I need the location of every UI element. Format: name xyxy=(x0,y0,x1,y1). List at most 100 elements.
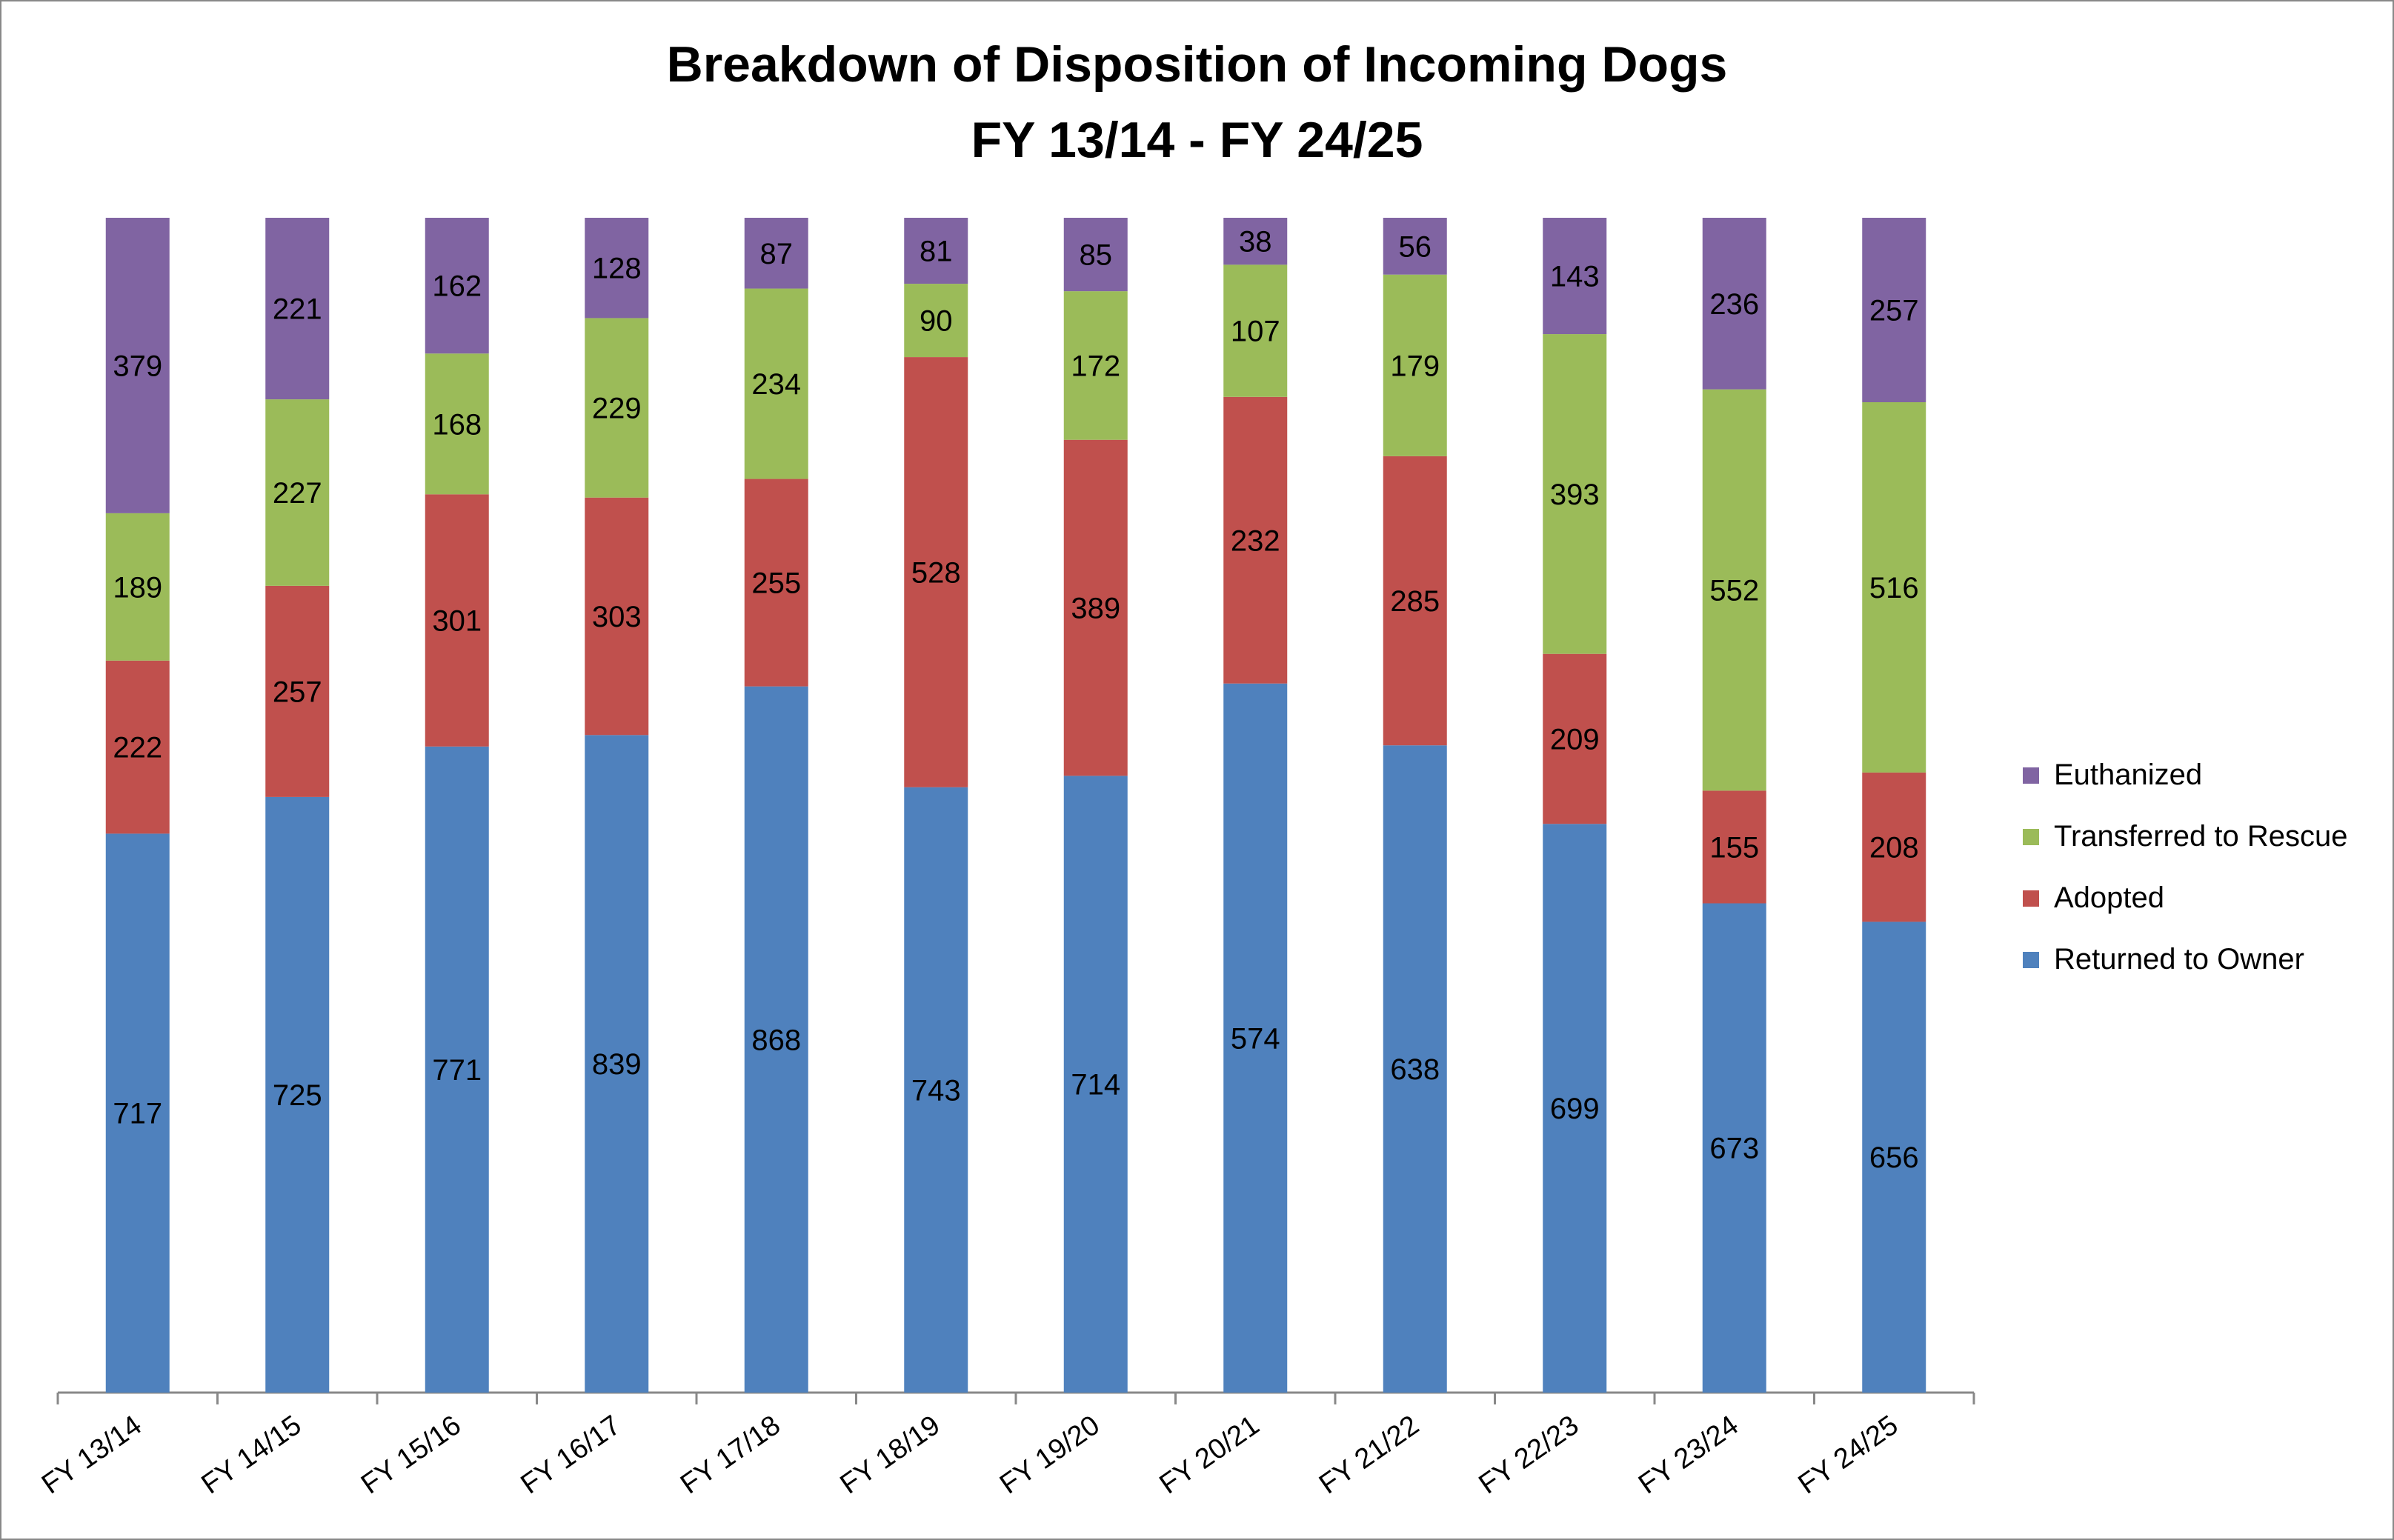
data-label: 221 xyxy=(273,293,322,326)
bar-segment xyxy=(265,399,330,586)
data-label: 90 xyxy=(920,305,953,338)
data-label: 638 xyxy=(1390,1053,1440,1086)
legend-label: Returned to Owner xyxy=(2054,943,2304,976)
data-label: 379 xyxy=(113,350,162,382)
legend-item: Adopted xyxy=(2023,867,2347,929)
bar-segment xyxy=(1383,456,1447,746)
bar-segment xyxy=(585,735,649,1393)
data-label: 743 xyxy=(911,1074,961,1107)
x-tick-label: FY 22/23 xyxy=(1474,1410,1585,1500)
bar-segment xyxy=(1702,389,1766,791)
bar-segment xyxy=(1543,824,1607,1393)
data-label: 227 xyxy=(273,477,322,510)
data-label: 699 xyxy=(1550,1093,1600,1125)
data-label: 143 xyxy=(1550,261,1600,293)
bar-segment xyxy=(425,746,489,1393)
data-label: 868 xyxy=(751,1024,801,1056)
data-label: 574 xyxy=(1231,1022,1280,1055)
bar-segment xyxy=(105,218,170,513)
bar-segment xyxy=(105,513,170,661)
x-tick-label: FY 15/16 xyxy=(356,1410,467,1500)
data-label: 155 xyxy=(1709,831,1759,864)
bar-segment xyxy=(1383,274,1447,456)
bar-segment xyxy=(744,288,808,479)
data-label: 234 xyxy=(751,368,801,401)
data-label: 208 xyxy=(1869,832,1919,864)
data-label: 81 xyxy=(920,236,953,268)
data-label: 673 xyxy=(1709,1133,1759,1165)
bar-segment xyxy=(1702,790,1766,904)
bar-segment xyxy=(1702,903,1766,1393)
data-label: 257 xyxy=(273,676,322,708)
data-label: 389 xyxy=(1071,593,1120,625)
legend-swatch xyxy=(2023,951,2039,968)
bar-segment xyxy=(1383,218,1447,275)
bar-segment xyxy=(425,218,489,354)
bar-segment xyxy=(265,585,330,797)
bar-segment xyxy=(1063,776,1128,1393)
x-tick-label: FY 13/14 xyxy=(36,1410,147,1500)
legend-item: Transferred to Rescue xyxy=(2023,806,2347,867)
chart-title-line-2: FY 13/14 - FY 24/25 xyxy=(971,112,1423,168)
bar-segment xyxy=(1063,218,1128,292)
bar-segment xyxy=(1223,218,1288,265)
legend-item: Returned to Owner xyxy=(2023,929,2347,990)
data-label: 301 xyxy=(432,605,482,638)
bar-segment xyxy=(265,796,330,1393)
legend-label: Transferred to Rescue xyxy=(2054,820,2348,853)
data-label: 38 xyxy=(1239,226,1272,259)
bar-segment xyxy=(904,284,968,358)
x-tick-label: FY 17/18 xyxy=(675,1410,786,1500)
data-label: 179 xyxy=(1390,350,1440,382)
bar-segment xyxy=(425,353,489,495)
bar-segment xyxy=(1862,772,1926,922)
data-label: 516 xyxy=(1869,572,1919,604)
bar-segment xyxy=(1862,401,1926,773)
x-tick-label: FY 21/22 xyxy=(1314,1410,1425,1500)
data-label: 209 xyxy=(1550,723,1600,756)
bar-segment xyxy=(904,218,968,284)
data-label: 717 xyxy=(113,1098,162,1130)
x-tick-label: FY 18/19 xyxy=(835,1410,946,1500)
bar-segment xyxy=(1063,439,1128,776)
data-label: 229 xyxy=(592,393,642,425)
bar-segment xyxy=(1063,291,1128,440)
data-label: 172 xyxy=(1071,350,1120,382)
legend-item: Euthanized xyxy=(2023,744,2347,806)
chart-title-line-1: Breakdown of Disposition of Incoming Dog… xyxy=(666,36,1728,93)
bar-segment xyxy=(1543,653,1607,824)
data-label: 393 xyxy=(1550,479,1600,511)
data-label: 168 xyxy=(432,408,482,441)
bar-segment xyxy=(1862,218,1926,402)
x-tick-label: FY 19/20 xyxy=(994,1410,1105,1500)
bar-segment xyxy=(425,494,489,747)
bar-segment xyxy=(265,218,330,400)
bar-segment xyxy=(585,497,649,736)
legend-swatch xyxy=(2023,828,2039,845)
data-label: 107 xyxy=(1231,316,1280,348)
bar-segment xyxy=(1862,921,1926,1393)
data-label: 189 xyxy=(113,571,162,604)
data-label: 232 xyxy=(1231,524,1280,557)
data-label: 236 xyxy=(1709,288,1759,321)
x-tick-label: FY 14/15 xyxy=(196,1410,307,1500)
x-tick-label: FY 20/21 xyxy=(1154,1410,1266,1500)
x-tick-label: FY 23/24 xyxy=(1633,1410,1744,1500)
bar-segment xyxy=(585,218,649,319)
data-label: 255 xyxy=(751,567,801,600)
bar-segment xyxy=(744,686,808,1393)
bar-segment xyxy=(1543,334,1607,654)
legend-label: Euthanized xyxy=(2054,759,2203,791)
bar-segment xyxy=(904,357,968,787)
legend-swatch xyxy=(2023,767,2039,784)
bar-segment xyxy=(904,787,968,1393)
data-label: 85 xyxy=(1080,239,1113,272)
bar-segment xyxy=(105,660,170,834)
data-label: 771 xyxy=(432,1054,482,1087)
x-tick-label: FY 24/25 xyxy=(1793,1410,1904,1500)
data-label: 56 xyxy=(1399,230,1432,263)
data-label: 303 xyxy=(592,601,642,633)
bar-segment xyxy=(585,318,649,498)
data-label: 162 xyxy=(432,270,482,303)
